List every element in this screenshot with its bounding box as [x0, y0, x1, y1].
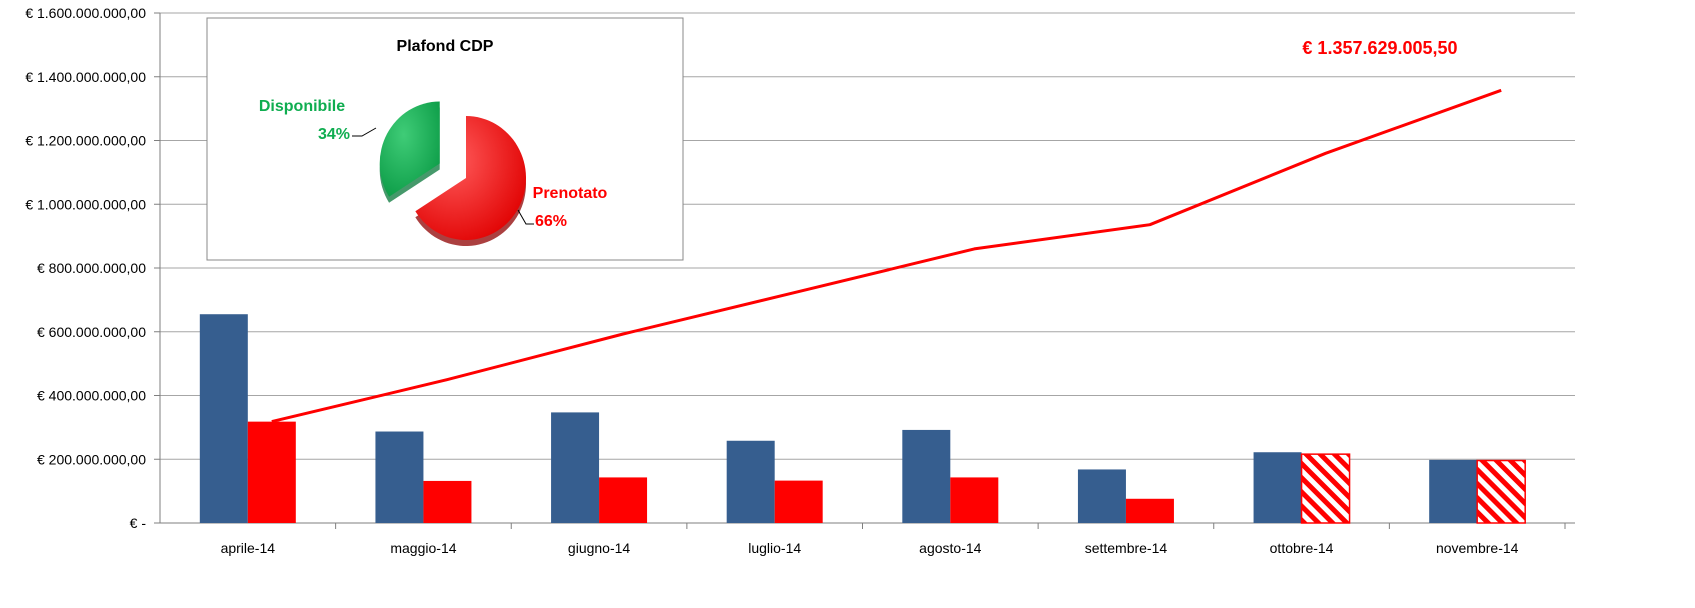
y-tick-label: € 1.600.000.000,00 — [25, 5, 146, 21]
y-tick-label: € 1.400.000.000,00 — [25, 69, 146, 85]
bar-red — [423, 480, 472, 523]
pie-title: Plafond CDP — [397, 38, 494, 55]
pie-leader-prenotato — [517, 209, 534, 225]
bar-blue — [1429, 459, 1478, 523]
x-tick-label: settembre-14 — [1085, 540, 1168, 556]
cumulative-line — [271, 88, 1502, 424]
y-tick-label: € 400.000.000,00 — [37, 388, 146, 404]
bar-red — [1125, 498, 1174, 523]
bar-blue — [1077, 469, 1126, 523]
pie-layer: Disponibile 34% Prenotato 66% — [259, 98, 608, 247]
bar-red — [599, 477, 648, 523]
bar-red — [774, 480, 823, 523]
bar-red — [950, 477, 999, 523]
x-tick-label: aprile-14 — [221, 540, 276, 556]
y-tick-label: € 1.000.000.000,00 — [25, 196, 146, 212]
pie-label-prenotato: Prenotato — [533, 185, 608, 202]
y-tick-label: € 1.200.000.000,00 — [25, 133, 146, 149]
bar-blue — [375, 431, 424, 523]
pie-slice-disponibile — [379, 101, 440, 197]
x-axis: aprile-14 maggio-14 giugno-14 luglio-14 agos… — [221, 523, 1566, 556]
y-tick-label: € - — [130, 515, 147, 531]
x-tick-label: novembre-14 — [1436, 540, 1519, 556]
bar-red — [247, 421, 296, 523]
bar-blue — [551, 412, 600, 523]
line-layer — [271, 88, 1502, 424]
bar-blue — [902, 429, 951, 523]
y-tick-label: € 200.000.000,00 — [37, 451, 146, 467]
x-tick-label: luglio-14 — [748, 540, 801, 556]
x-tick-label: giugno-14 — [568, 540, 630, 556]
x-tick-label: ottobre-14 — [1270, 540, 1334, 556]
x-tick-label: maggio-14 — [390, 540, 456, 556]
bar-blue — [199, 314, 248, 523]
y-tick-label: € 600.000.000,00 — [37, 324, 146, 340]
pie-slice-prenotato — [415, 116, 526, 241]
bar-blue — [726, 440, 775, 523]
pie-pct-disponibile: 34% — [318, 126, 350, 143]
bar-red-hatched — [1476, 459, 1526, 524]
pie-label-disponibile: Disponibile — [259, 98, 345, 115]
x-tick-label: agosto-14 — [919, 540, 981, 556]
pie-leader-disponibile — [352, 127, 377, 137]
bar-blue — [1253, 452, 1302, 523]
pie-pct-prenotato: 66% — [535, 213, 567, 230]
bar-layer — [199, 314, 1526, 524]
y-tick-label: € 800.000.000,00 — [37, 260, 146, 276]
total-annotation: € 1.357.629.005,50 — [1302, 38, 1457, 58]
y-axis: € - € 200.000.000,00 € 400.000.000,00 € 600… — [25, 5, 146, 531]
bar-red-hatched — [1300, 453, 1351, 524]
pie-inset: Plafond CDP Disponibile 34% Prenotato 66% — [206, 17, 684, 261]
